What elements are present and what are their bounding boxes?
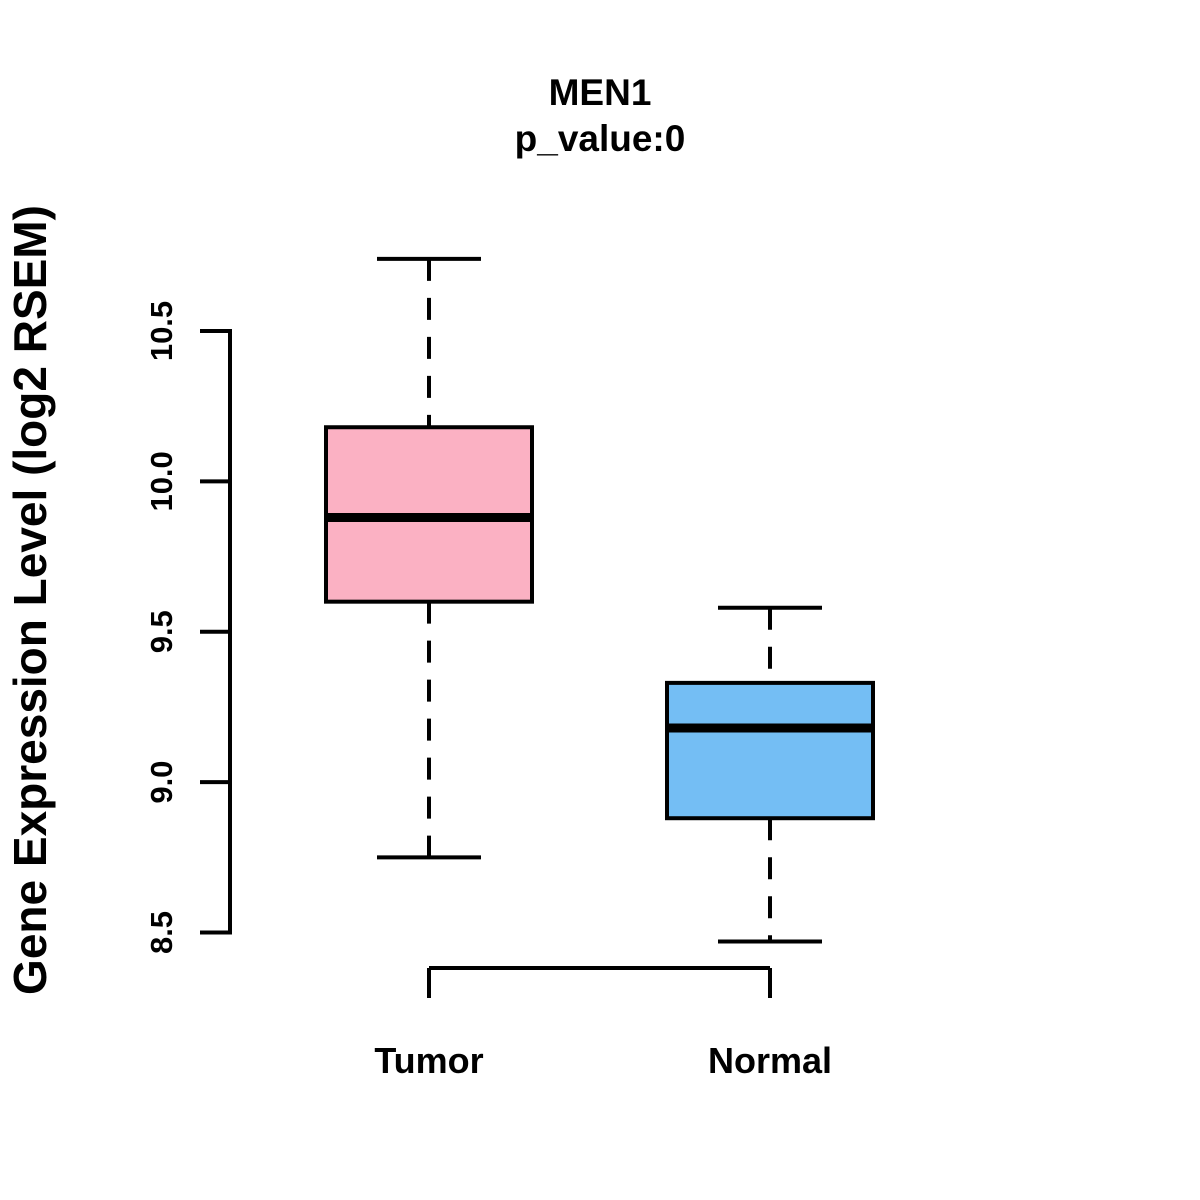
y-axis-label: Gene Expression Level (log2 RSEM)	[4, 205, 56, 995]
y-axis: 8.5 9.0 9.5 10.0 10.5	[144, 301, 232, 954]
box-series	[324, 256, 875, 944]
y-tick-label: 9.0	[144, 761, 179, 804]
y-tick-label: 9.5	[144, 610, 179, 653]
iqr-box	[665, 680, 875, 821]
y-tick-label: 10.0	[144, 451, 179, 511]
y-tick-label: 10.5	[144, 301, 179, 361]
y-tick-label: 8.5	[144, 911, 179, 954]
chart-title: MEN1	[549, 72, 652, 113]
box-group-normal	[665, 605, 875, 944]
x-category-label: Normal	[708, 1040, 832, 1081]
box-group-tumor	[324, 256, 534, 860]
x-axis-labels: Tumor Normal	[374, 1040, 832, 1081]
chart-subtitle: p_value:0	[515, 118, 686, 159]
x-axis	[427, 966, 772, 998]
x-category-label: Tumor	[374, 1040, 483, 1081]
